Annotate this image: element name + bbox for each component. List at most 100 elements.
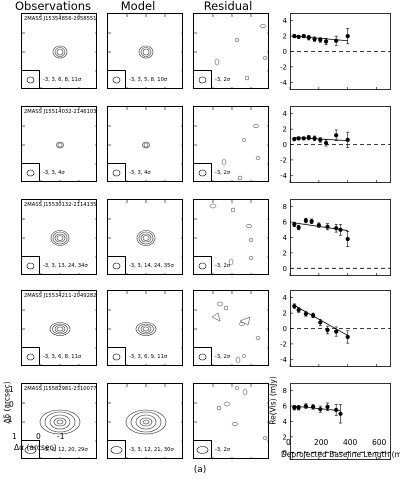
resid-panel: -3, 2σ [193,13,269,89]
obs-panel: 2MASS J15530132-2114135 -3, 3, 13, 24, 34… [21,199,97,275]
data-point [292,137,297,142]
beam-inset [22,347,40,365]
data-point [312,37,317,42]
residual-contour [216,405,222,411]
obs-contour-map [22,200,96,274]
beam-ellipse-icon [112,76,121,84]
model-contour [138,323,154,335]
residual-contour [235,356,241,364]
data-point [306,35,311,40]
beam-inset [194,70,212,88]
visibility-plot-svg: 4 2 0 -2 -4 [280,290,391,367]
data-point [292,405,297,410]
beam-ellipse-icon [198,76,207,84]
vis-xlabel: Deprojected Baseline Length (m) [281,450,400,459]
model-contour [139,417,153,427]
contour-levels: -3, 3, 6, 8, 11σ [43,354,82,360]
obs-contour [57,142,63,148]
beam-inset [194,256,212,274]
y-tick-label: 0 [283,48,287,56]
beam-ellipse-icon [24,446,37,454]
beam-inset [194,163,212,181]
beam-inset [108,256,126,274]
residual-contour [237,175,243,181]
obs-ytick-1: 1 [9,385,14,394]
model-contour [130,411,162,433]
data-point [334,226,339,231]
data-point [345,334,350,340]
beam-inset [22,163,40,181]
residual-contour [242,388,248,396]
beam-ellipse-icon [198,169,207,177]
data-point [306,135,311,140]
data-point [301,136,306,141]
source-name: 2MASS J15582981-2310077 [24,386,97,392]
model-contour-map [108,14,182,88]
data-point [325,404,330,409]
obs-contour-map [22,14,96,88]
beam-inset [108,347,126,365]
obs-xtick-2: 0 [36,432,41,441]
residual-contour [248,256,254,260]
obs-panel: 2MASS J15582981-2310077 -3, 3, 12, 20, 29… [21,383,97,459]
residual-contour [234,386,240,390]
contour-levels: -3, 3, 12, 21, 30σ [129,447,174,453]
data-point [292,34,297,39]
obs-xtick-1: 1 [12,432,17,441]
obs-contour [49,414,71,430]
y-tick-label: -4 [280,172,288,180]
y-tick-label: 6 [283,403,288,411]
y-tick-label: 2 [283,33,287,41]
contour-levels: -3, 2σ [215,354,231,360]
data-point [296,136,301,141]
obs-panel: 2MASS J15534211-2049282 -3, 3, 6, 8, 11σ [21,290,97,366]
beam-ellipse-icon [196,446,209,454]
y-tick-label: -2 [280,156,287,164]
obs-contour [54,233,66,243]
contour-levels: -3, 3, 5, 8, 10σ [129,77,168,83]
data-point [318,320,323,325]
data-point [309,219,314,224]
model-contour [140,233,152,243]
obs-panel: 2MASS J15354856-2958551 -3, 3, 6, 8, 11σ [21,13,97,89]
beam-ellipse-icon [198,262,207,270]
obs-xtick-3: -1 [57,432,65,441]
y-tick-label: -2 [280,340,287,348]
data-point [296,34,301,39]
beam-inset [22,256,40,274]
beam-ellipse-icon [112,169,121,177]
data-point [310,313,316,318]
visibility-plot: 4 2 0 -2 -4 [280,290,391,367]
data-point [316,223,321,228]
data-point [318,137,323,142]
residual-contour [231,422,239,426]
model-contour [135,414,157,430]
vis-xtick-0: 0 [286,438,291,447]
contour-levels: -3, 3, 6, 8, 11σ [43,77,82,83]
model-contour [136,230,156,246]
y-tick-label: 4 [283,294,288,302]
residual-contour [262,56,268,60]
residual-contour [252,124,260,128]
data-point [303,218,308,223]
visibility-plot-svg: 4 2 0 -2 -4 [280,106,391,183]
model-contour [138,45,154,59]
y-tick-label: 4 [283,418,288,426]
beam-ellipse-icon [26,353,35,361]
plot-frame [290,199,391,276]
obs-contour-map [22,291,96,365]
obs-ytick-3: -1 [5,415,13,424]
data-point [318,407,323,412]
y-tick-label: 6 [283,219,288,227]
vis-xtick-400: 400 [343,438,358,447]
beam-inset [22,70,40,88]
data-point [323,39,329,44]
model-line [294,405,341,412]
beam-ellipse-icon [26,169,35,177]
data-point [323,140,329,146]
contour-levels: -3, 2σ [215,77,231,83]
residual-contour [216,301,224,307]
